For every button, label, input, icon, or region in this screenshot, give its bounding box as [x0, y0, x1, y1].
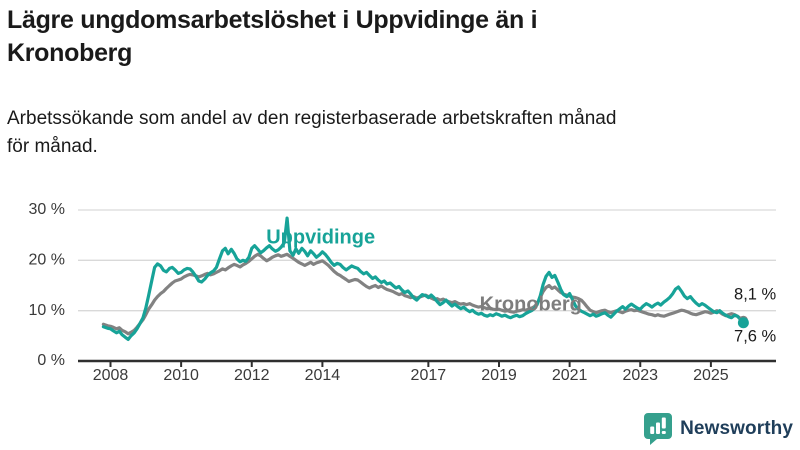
latest-value-label-uppvidinge: 7,6 % [734, 328, 777, 346]
title-line-2: Kronoberg [7, 39, 133, 67]
x-axis-tick-label: 2012 [234, 367, 270, 384]
bar-chart-speech-bubble-icon [644, 413, 673, 445]
series-label-uppvidinge: Uppvidinge [266, 226, 375, 248]
series-label-kronoberg: Kronoberg [480, 293, 582, 315]
series-line-uppvidinge [101, 216, 746, 341]
subtitle-line-2: för månad. [7, 135, 98, 157]
brand-wordmark: Newsworthy [680, 417, 793, 439]
y-axis-tick-label: 30 % [29, 201, 65, 218]
latest-value-label-kronoberg: 8,1 % [734, 285, 777, 303]
x-axis-tick-label: 2008 [93, 367, 129, 384]
x-axis-tick-label: 2023 [622, 367, 658, 384]
title-line-1: Lägre ungdomsarbetslöshet i Uppvidinge ä… [7, 6, 538, 34]
y-axis-tick-label: 10 % [29, 302, 65, 319]
page-title: Lägre ungdomsarbetslöshet i Uppvidinge ä… [7, 4, 787, 70]
y-axis-tick-label: 0 % [37, 352, 65, 369]
x-axis-tick-label: 2021 [552, 367, 588, 384]
x-axis-tick-label: 2010 [163, 367, 199, 384]
x-axis-tick-label: 2025 [693, 367, 729, 384]
x-axis-tick-label: 2017 [411, 367, 447, 384]
subtitle-line-1: Arbetssökande som andel av den registerb… [7, 108, 617, 129]
x-axis-tick-label: 2019 [481, 367, 517, 384]
newsworthy-brand-link[interactable]: Newsworthy [643, 412, 793, 445]
x-axis-tick-label: 2014 [305, 367, 341, 384]
series-end-dot-uppvidinge [737, 317, 749, 329]
chart-subtitle: Arbetssökande som andel av den registerb… [7, 105, 793, 160]
y-axis-tick-label: 20 % [29, 252, 65, 269]
